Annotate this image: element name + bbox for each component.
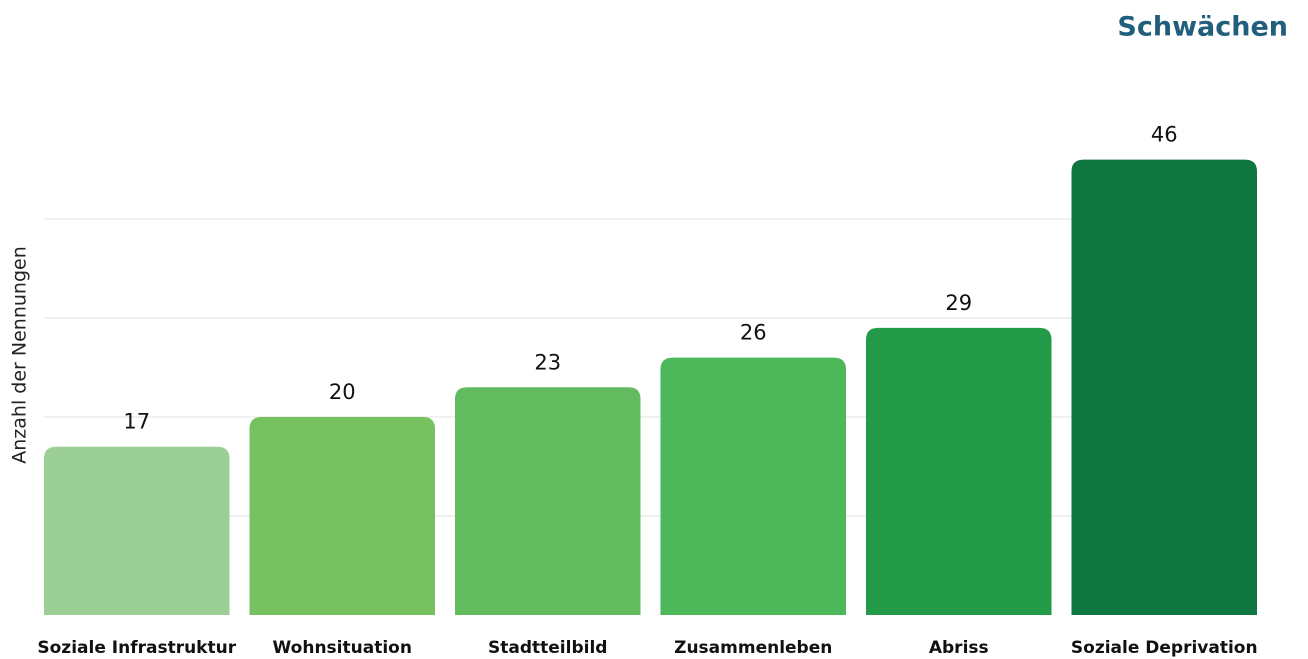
bar (44, 446, 230, 615)
value-label: 20 (329, 380, 356, 404)
bar (1071, 159, 1257, 615)
x-tick-label: Soziale Infrastruktur (37, 638, 236, 658)
bar (866, 327, 1052, 615)
x-tick-label: Stadtteilbild (488, 638, 607, 658)
value-label: 26 (740, 321, 767, 345)
value-label: 17 (123, 410, 150, 434)
value-label: 46 (1151, 123, 1178, 147)
bar (249, 417, 435, 615)
x-tick-label: Wohnsituation (273, 638, 412, 658)
x-tick-label: Soziale Deprivation (1071, 638, 1258, 658)
value-label: 29 (945, 291, 972, 315)
bar (455, 387, 641, 615)
bar (660, 357, 846, 615)
chart-title: Schwächen (1117, 12, 1288, 43)
x-tick-label: Zusammenleben (674, 638, 832, 658)
value-label: 23 (534, 350, 561, 374)
y-axis-label: Anzahl der Nennungen (9, 246, 31, 463)
x-tick-label: Abriss (929, 638, 989, 658)
